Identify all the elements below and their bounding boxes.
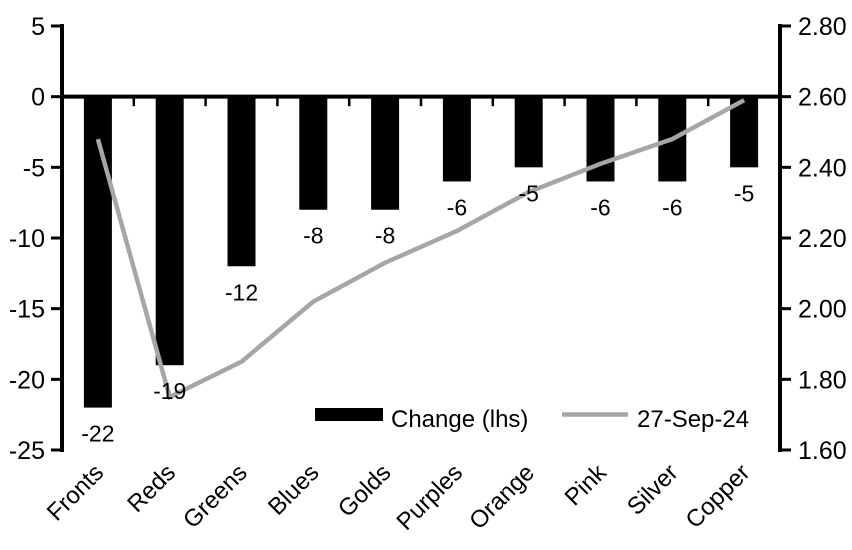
bar-series-change-lhs-: [83, 96, 759, 408]
legend-label-27-sep-24: 27-Sep-24: [637, 406, 749, 433]
right-axis-tick-label: 2.40: [798, 154, 847, 182]
category-label-purples: Purples: [392, 459, 469, 536]
bar-greens: [227, 96, 256, 267]
category-label-copper: Copper: [681, 459, 756, 534]
bar-reds: [155, 96, 184, 366]
category-label-blues: Blues: [263, 459, 325, 521]
left-axis-tick-label: -25: [9, 437, 45, 465]
bar-blues: [299, 96, 328, 210]
bar-label-greens: -12: [225, 279, 258, 305]
category-label-greens: Greens: [178, 459, 253, 534]
bar-fronts: [83, 96, 112, 408]
left-axis-tick-label: -5: [23, 154, 45, 182]
category-label-orange: Orange: [464, 459, 540, 535]
bar-label-purples: -6: [447, 194, 467, 220]
bar-orange: [514, 96, 543, 168]
legend-swatch-change-lhs-: [315, 408, 383, 421]
legend-label-change-lhs-: Change (lhs): [391, 406, 528, 433]
category-label-golds: Golds: [333, 459, 396, 522]
right-axis-tick-label: 2.00: [798, 296, 847, 324]
right-axis-tick-label: 2.20: [798, 225, 847, 253]
left-axis-tick-label: 0: [31, 84, 45, 112]
right-axis: 2.80 2.60 2.40 2.20 2.00 1.80 1.60: [778, 13, 847, 465]
left-axis-tick-label: 5: [31, 13, 45, 41]
bar-label-golds: -8: [375, 223, 395, 249]
left-axis-tick-label: -20: [9, 366, 45, 394]
bar-data-labels: -22 -19 -12 -8 -8 -6 -5 -6 -6 -5: [81, 180, 754, 446]
bar-label-pink: -6: [590, 194, 610, 220]
bar-golds: [371, 96, 400, 210]
category-label-silver: Silver: [622, 459, 684, 521]
left-axis-tick-label: -10: [9, 225, 45, 253]
right-axis-tick-label: 1.80: [798, 366, 847, 394]
bar-label-orange: -5: [518, 180, 538, 206]
bar-label-blues: -8: [303, 223, 323, 249]
bar-label-silver: -6: [662, 194, 682, 220]
left-axis-tick-label: -15: [9, 296, 45, 324]
right-axis-tick-label: 2.60: [798, 84, 847, 112]
legend: Change (lhs) 27-Sep-24: [315, 406, 749, 433]
bar-label-copper: -5: [734, 180, 754, 206]
left-axis: 5 0 -5 -10 -15 -20 -25: [9, 13, 64, 465]
bar-label-fronts: -22: [81, 421, 114, 447]
right-axis-tick-label: 1.60: [798, 437, 847, 465]
category-label-fronts: Fronts: [42, 459, 109, 526]
right-axis-tick-label: 2.80: [798, 13, 847, 41]
bar-copper: [730, 96, 759, 168]
bar-purples: [442, 96, 471, 182]
bar-label-reds: -19: [153, 378, 186, 404]
line-series-27-sep-24: [95, 98, 746, 401]
category-label-reds: Reds: [122, 459, 181, 518]
category-label-pink: Pink: [560, 458, 613, 511]
